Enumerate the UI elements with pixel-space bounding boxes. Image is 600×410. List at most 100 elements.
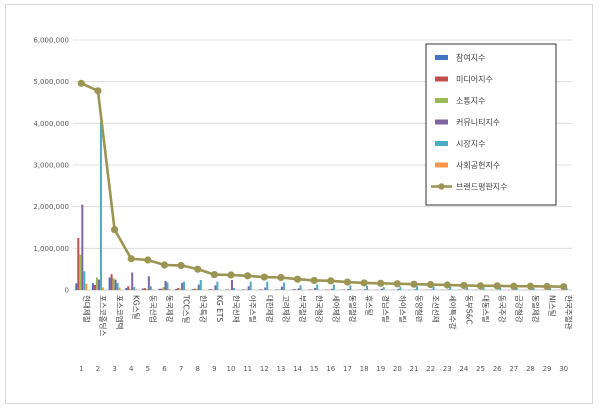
bar (129, 288, 132, 290)
bar (465, 287, 468, 290)
category-label: 동일제강 (531, 295, 541, 323)
bar (212, 289, 215, 290)
bar (108, 277, 111, 290)
line-point (526, 282, 535, 290)
rank-label: 4 (129, 365, 134, 373)
line-point (227, 271, 235, 279)
rank-label: 23 (443, 365, 452, 373)
line-point (327, 277, 335, 285)
category-label: 한국철강 (315, 295, 325, 323)
bar (330, 288, 333, 290)
bar (366, 285, 369, 290)
bar (131, 272, 134, 290)
line-point (160, 261, 169, 269)
line-point (427, 280, 435, 289)
bar (151, 289, 154, 290)
bar (193, 288, 196, 290)
bar (227, 289, 230, 290)
bar (162, 287, 165, 290)
category-label: 부국철강 (298, 295, 308, 323)
bar (216, 281, 219, 290)
line-point (393, 280, 401, 288)
bar (191, 289, 194, 290)
rank-label: 7 (179, 365, 183, 373)
bar (380, 288, 383, 290)
rank-label: 16 (326, 365, 335, 373)
legend-line-marker (438, 183, 445, 190)
bar (125, 287, 128, 290)
category-label: 동국제강 (165, 295, 175, 323)
line-point (310, 276, 318, 285)
bar (179, 288, 182, 290)
bar (81, 204, 84, 290)
line-point (443, 281, 451, 289)
line-point (293, 275, 302, 283)
bar (83, 271, 86, 290)
bar (199, 280, 202, 290)
y-tick-label: 5,000,000 (33, 78, 69, 86)
bar (291, 289, 294, 290)
bar (135, 289, 138, 290)
category-label: 포스코홀딩스 (98, 295, 108, 336)
bar (177, 287, 180, 290)
legend-label: 시장지수 (456, 139, 485, 149)
bar (133, 287, 136, 290)
bar (233, 287, 236, 290)
chart-frame: 0 1,000,000 2,000,000 3,000,000 4,000,000 5,0… (5, 4, 593, 404)
category-label: TCC스틸 (182, 294, 191, 324)
bar (116, 282, 119, 290)
bar (143, 288, 146, 290)
bar (349, 285, 352, 290)
bar (297, 288, 300, 290)
bar (332, 284, 335, 290)
bar (145, 289, 148, 290)
bar (482, 287, 485, 290)
category-label: 한국선재 (232, 295, 241, 323)
rank-label: 26 (493, 365, 502, 373)
legend-swatch (435, 76, 448, 82)
bar (447, 289, 450, 290)
bar (168, 289, 171, 290)
category-label: 세아특수강 (448, 295, 458, 330)
line-point (210, 270, 218, 279)
y-axis-ticks: 0 1,000,000 2,000,000 3,000,000 4,000,000 5,0… (33, 37, 69, 295)
bar (79, 254, 82, 290)
legend-swatch (435, 55, 448, 60)
rank-label: 29 (543, 365, 552, 373)
bar (166, 282, 169, 290)
bar (231, 280, 234, 290)
bar (264, 287, 267, 290)
line-point (410, 280, 418, 288)
legend-label: 사회공헌지수 (456, 161, 500, 170)
bar (141, 288, 144, 290)
bar (282, 282, 285, 290)
bar (260, 289, 263, 290)
line-point (194, 265, 202, 273)
legend-label: 소통지수 (456, 97, 485, 106)
line-point (560, 283, 568, 291)
rank-label: 8 (196, 365, 200, 373)
category-label: 동국주강 (498, 295, 508, 323)
category-label: 한국주철관 (564, 295, 574, 330)
bars (75, 121, 570, 290)
rank-label: 17 (343, 365, 352, 373)
category-label: 대한제강 (265, 295, 275, 323)
bar (266, 281, 269, 290)
bar (515, 287, 518, 290)
bar (347, 288, 350, 290)
bar (314, 287, 317, 290)
bar (249, 281, 252, 290)
bar (77, 237, 80, 290)
legend-label: 참여지수 (456, 53, 485, 63)
category-label: 휴스틸 (365, 295, 374, 316)
legend-swatch (435, 119, 448, 125)
y-tick-label: 0 (65, 287, 69, 295)
bar (147, 276, 150, 290)
category-label: NI스틸 (548, 295, 557, 317)
line-point (127, 255, 135, 263)
rank-label: 15 (310, 365, 319, 373)
bar (93, 285, 96, 290)
bar (112, 278, 115, 290)
bar (449, 286, 452, 290)
y-tick-label: 4,000,000 (33, 120, 69, 128)
